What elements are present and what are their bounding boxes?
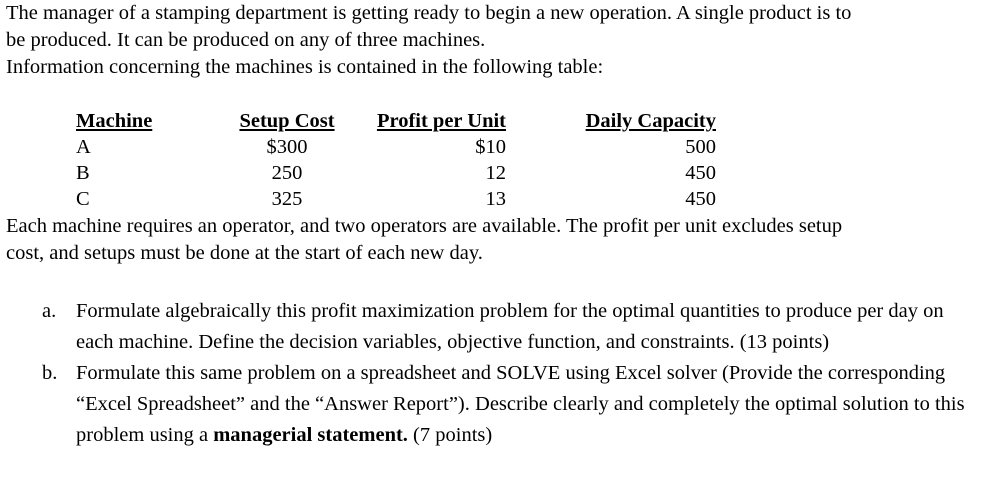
cell-setup-cost: $300: [266, 136, 308, 158]
question-b: b. Formulate this same problem on a spre…: [42, 358, 978, 451]
question-b-bold-text: managerial statement.: [213, 424, 408, 446]
table-row: A $300 $10 500: [76, 134, 716, 160]
header-machine: Machine: [76, 110, 153, 132]
header-setup-cost: Setup Cost: [239, 110, 335, 132]
cell-profit: 13: [485, 188, 507, 210]
header-daily-capacity: Daily Capacity: [585, 110, 716, 132]
cell-profit: $10: [475, 136, 506, 158]
intro-line-1: The manager of a stamping department is …: [6, 2, 852, 24]
intro-line-2: be produced. It can be produced on any o…: [6, 29, 486, 51]
question-a: a. Formulate algebraically this profit m…: [42, 296, 978, 358]
cell-setup-cost: 325: [271, 188, 303, 210]
table-row: C 325 13 450: [76, 186, 716, 212]
cell-capacity: 500: [685, 136, 716, 158]
question-b-text-before: Formulate this same problem on a spreads…: [76, 362, 965, 446]
header-profit-per-unit: Profit per Unit: [376, 110, 506, 132]
footer-line-1: Each machine requires an operator, and t…: [6, 215, 843, 237]
cell-capacity: 450: [685, 162, 716, 184]
cell-profit: 12: [485, 162, 507, 184]
cell-machine: A: [76, 136, 91, 158]
question-a-letter: a.: [42, 300, 57, 322]
machine-table: Machine Setup Cost Profit per Unit Daily…: [76, 108, 716, 212]
cell-setup-cost: 250: [271, 162, 303, 184]
table-header-row: Machine Setup Cost Profit per Unit Daily…: [76, 108, 716, 134]
cell-machine: C: [76, 188, 90, 210]
question-a-text: Formulate algebraically this profit maxi…: [76, 300, 944, 353]
footer-line-2: cost, and setups must be done at the sta…: [6, 242, 483, 264]
question-list: a. Formulate algebraically this profit m…: [42, 296, 978, 451]
table-row: B 250 12 450: [76, 160, 716, 186]
cell-machine: B: [76, 162, 90, 184]
cell-capacity: 450: [685, 188, 716, 210]
intro-paragraph: The manager of a stamping department is …: [6, 0, 978, 81]
intro-line-3: Information concerning the machines is c…: [6, 56, 604, 78]
constraints-paragraph: Each machine requires an operator, and t…: [6, 213, 978, 267]
question-b-text-after: (7 points): [407, 424, 493, 446]
question-b-letter: b.: [42, 362, 58, 384]
